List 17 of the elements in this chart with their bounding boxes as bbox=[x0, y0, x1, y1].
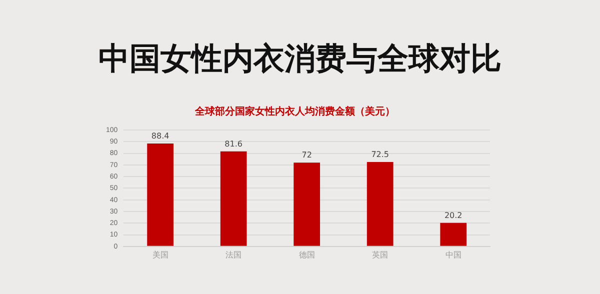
x-tick-label: 中国 bbox=[445, 250, 462, 260]
x-tick-label: 美国 bbox=[152, 250, 168, 260]
x-tick-label: 德国 bbox=[298, 250, 315, 260]
data-label: 88.4 bbox=[151, 132, 170, 141]
bar bbox=[220, 151, 247, 246]
bar bbox=[366, 162, 394, 246]
data-label: 81.6 bbox=[224, 139, 242, 148]
x-tick-label: 法国 bbox=[226, 250, 242, 260]
data-label: 20.2 bbox=[444, 210, 462, 220]
chart-title: 中国女性内衣消费与全球对比 bbox=[98, 40, 502, 79]
data-label: 72 bbox=[302, 150, 312, 160]
chart-subtitle: 全球部分国家女性内衣人均消费金额（美元） bbox=[194, 106, 395, 118]
data-label: 72.5 bbox=[371, 150, 390, 160]
bar bbox=[147, 144, 174, 246]
bar bbox=[294, 162, 320, 246]
x-tick-label: 英国 bbox=[372, 250, 388, 260]
bar bbox=[440, 222, 467, 246]
